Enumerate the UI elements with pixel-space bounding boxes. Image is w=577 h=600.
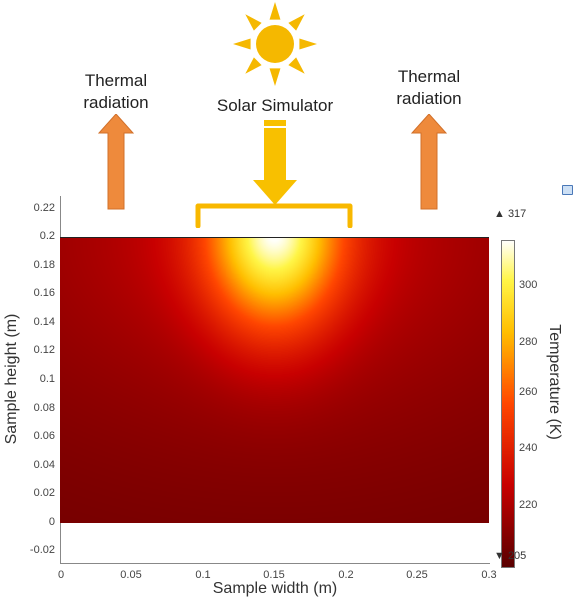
colorbar-tick-label: 260	[519, 386, 538, 398]
colorbar-tick-label: 300	[519, 279, 538, 291]
right-thermal-label-line2: radiation	[396, 89, 462, 108]
x-tick-label: 0.2	[338, 569, 354, 581]
small-corner-icon	[562, 185, 573, 195]
solar-bracket	[195, 203, 353, 228]
y-tick-label: 0.18	[33, 259, 55, 271]
sun-ray	[233, 38, 251, 50]
x-tick-label: 0.3	[481, 569, 497, 581]
sun-ray	[245, 14, 262, 31]
y-tick-label: 0.1	[39, 373, 55, 385]
sun-ray	[269, 2, 281, 20]
sun-ray	[269, 68, 281, 86]
solar-simulator-label: Solar Simulator	[216, 96, 334, 115]
y-tick-label: 0.12	[33, 344, 55, 356]
y-tick-label: 0.08	[33, 402, 55, 414]
heatmap-top-edge	[60, 237, 489, 238]
y-axis-label: Sample height (m)	[3, 313, 20, 445]
x-tick-label: 0.05	[120, 569, 142, 581]
left-thermal-label: Thermal radiation	[72, 70, 160, 114]
colorbar	[501, 240, 515, 568]
colorbar-title: Temperature (K)	[546, 324, 563, 440]
sun-ray	[288, 14, 305, 31]
colorbar-tick-label: 240	[519, 442, 538, 454]
x-tick-label: 0.1	[195, 569, 211, 581]
colorbar-max-label: ▲ 317	[494, 208, 527, 220]
solar-simulator-arrow	[253, 120, 297, 205]
y-tick-label: 0.14	[33, 316, 55, 328]
x-tick-label: 0	[57, 569, 65, 581]
colorbar-min-label: ▼ 205	[494, 550, 527, 562]
x-tick-label: 0.15	[263, 569, 285, 581]
sun-ray	[288, 57, 305, 74]
left-thermal-label-line1: Thermal	[84, 71, 148, 90]
sun-ray	[299, 38, 317, 50]
y-tick-label: 0.06	[33, 430, 55, 442]
left-thermal-label-line2: radiation	[83, 93, 149, 112]
y-tick-label: 0.04	[33, 459, 55, 471]
y-tick-label: 0	[48, 516, 55, 528]
x-tick-label: 0.25	[406, 569, 428, 581]
y-tick-label: 0.02	[33, 487, 55, 499]
temperature-heatmap	[60, 237, 489, 523]
right-thermal-arrow	[411, 114, 447, 210]
sun-icon	[233, 2, 317, 86]
colorbar-tick-label: 280	[519, 336, 538, 348]
right-thermal-label-line1: Thermal	[397, 67, 461, 86]
right-thermal-label: Thermal radiation	[385, 66, 473, 110]
left-thermal-arrow	[98, 114, 134, 210]
x-axis-label: Sample width (m)	[212, 580, 338, 597]
y-tick-label: -0.02	[29, 544, 55, 556]
sun-ray	[245, 57, 262, 74]
y-tick-label: 0.2	[39, 230, 55, 242]
colorbar-tick-label: 220	[519, 499, 538, 511]
y-tick-label: 0.22	[33, 202, 55, 214]
y-tick-label: 0.16	[33, 287, 55, 299]
